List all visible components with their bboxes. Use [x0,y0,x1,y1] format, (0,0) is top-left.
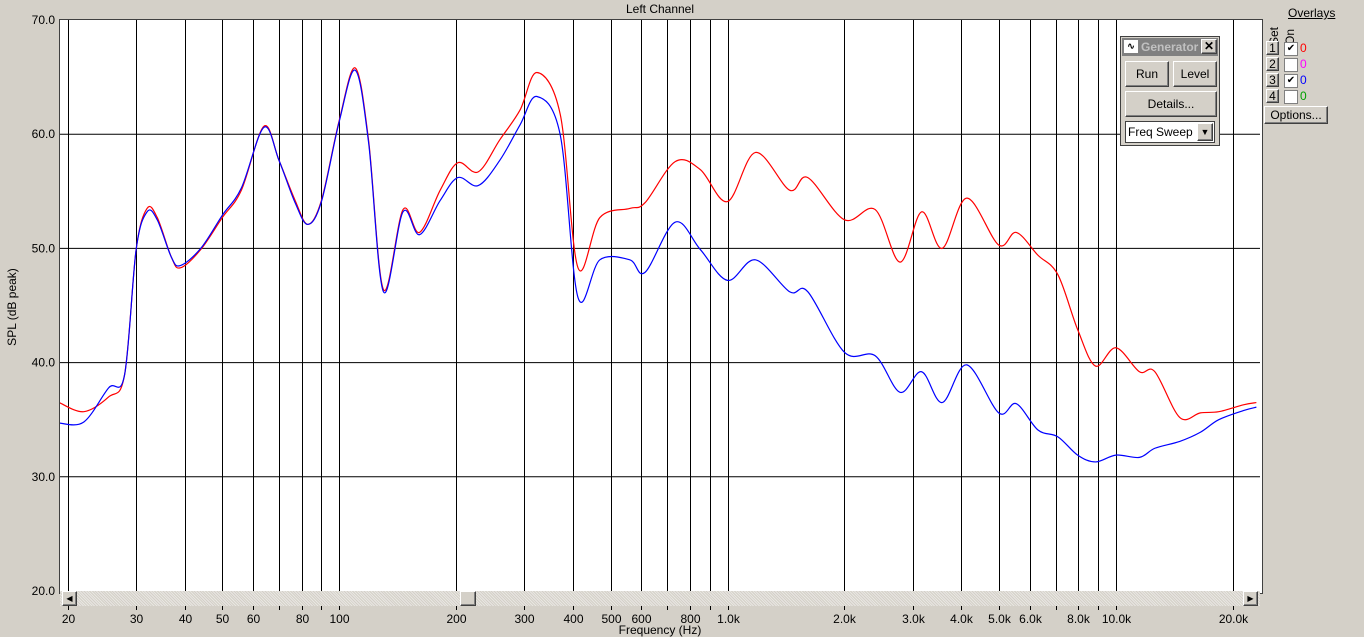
generator-panel: ∿ Generator ✕ Run Level Details... Freq … [1120,36,1220,146]
plot-area[interactable] [59,19,1263,594]
y-tick-label: 60.0 [32,127,56,141]
chart-title: Left Channel [625,2,695,16]
overlay-value-4: 0 [1300,89,1307,103]
overlay-value-3: 0 [1300,73,1307,87]
run-button[interactable]: Run [1125,61,1169,87]
overlay-set-button-4[interactable]: 4 [1266,89,1279,103]
generator-mode-select[interactable]: Freq Sweep ▼ [1125,121,1215,143]
scroll-left-button[interactable]: ◀ [62,591,77,606]
y-tick-label: 40.0 [32,356,56,370]
overlay-set-button-3[interactable]: 3 [1266,73,1279,87]
overlay-on-checkbox-3[interactable]: ✔ [1284,74,1298,88]
y-tick-label: 20.0 [32,584,56,598]
overlay-set-button-2[interactable]: 2 [1266,57,1279,71]
generator-titlebar[interactable]: ∿ Generator ✕ [1122,38,1218,56]
y-tick-label: 70.0 [32,13,56,27]
generator-mode-value: Freq Sweep [1128,125,1193,139]
overlays-title: Overlays [1288,6,1336,20]
chevron-down-icon[interactable]: ▼ [1197,123,1213,141]
horizontal-scrollbar[interactable]: ◀ ▶ [60,591,1260,606]
level-button[interactable]: Level [1173,61,1217,87]
scroll-thumb[interactable] [460,591,476,606]
overlay-set-button-1[interactable]: 1 [1266,41,1279,55]
y-tick-label: 50.0 [32,241,56,255]
scroll-right-button[interactable]: ▶ [1243,591,1258,606]
generator-title: Generator [1141,40,1199,54]
x-axis-label: Frequency (Hz) [618,623,702,637]
details-button[interactable]: Details... [1125,91,1217,117]
overlay-value-2: 0 [1300,57,1307,71]
waveform-icon: ∿ [1124,40,1138,53]
overlay-on-checkbox-4[interactable] [1284,90,1298,104]
y-axis-label: SPL (dB peak) [5,268,19,346]
overlay-on-checkbox-1[interactable]: ✔ [1284,42,1298,56]
overlay-on-checkbox-2[interactable] [1284,58,1298,72]
y-tick-label: 30.0 [32,470,56,484]
options-button[interactable]: Options... [1264,106,1328,124]
overlay-value-1: 0 [1300,41,1307,55]
close-icon[interactable]: ✕ [1201,39,1217,54]
